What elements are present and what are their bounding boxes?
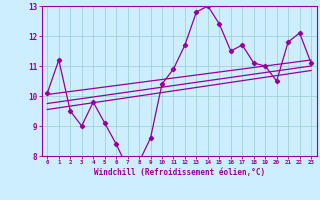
X-axis label: Windchill (Refroidissement éolien,°C): Windchill (Refroidissement éolien,°C) [94,168,265,177]
